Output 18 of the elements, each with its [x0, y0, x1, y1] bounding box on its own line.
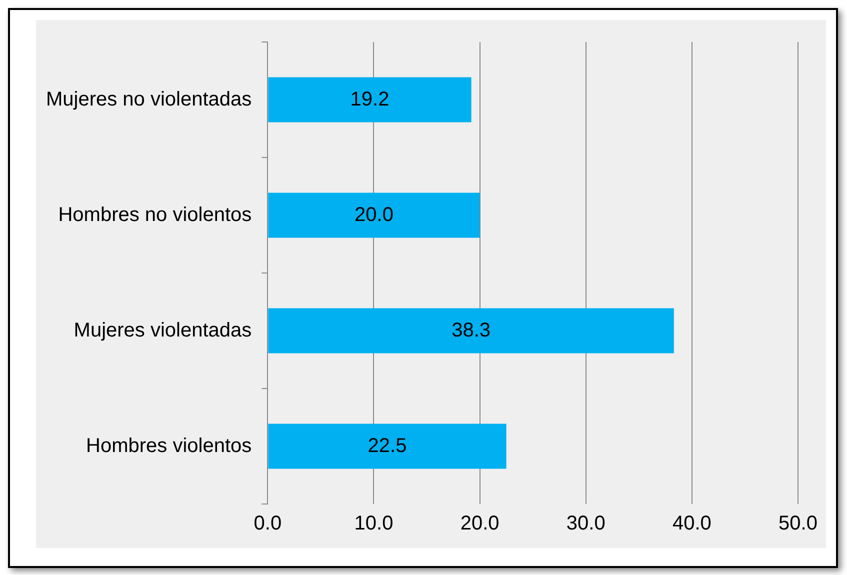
y-tick-label: Hombres no violentos — [58, 204, 252, 226]
data-label: 19.2 — [350, 88, 390, 110]
x-tick-label: 50.0 — [778, 512, 818, 535]
y-tick-label: Hombres violentos — [86, 434, 252, 457]
x-tick-label: 0.0 — [254, 512, 282, 535]
bar — [268, 77, 472, 122]
x-tick-label: 30.0 — [566, 512, 606, 535]
x-tick-label: 40.0 — [672, 512, 712, 535]
bar — [268, 308, 674, 354]
x-tick-label: 10.0 — [354, 512, 394, 535]
bar — [268, 424, 506, 469]
y-tick-label: Mujeres no violentadas — [46, 88, 252, 110]
data-label: 22.5 — [368, 434, 407, 457]
data-label: 38.3 — [452, 319, 491, 342]
x-tick-label: 20.0 — [460, 512, 500, 535]
bar — [268, 192, 480, 238]
y-tick-label: Mujeres violentadas — [74, 319, 252, 342]
data-label: 20.0 — [354, 204, 394, 226]
